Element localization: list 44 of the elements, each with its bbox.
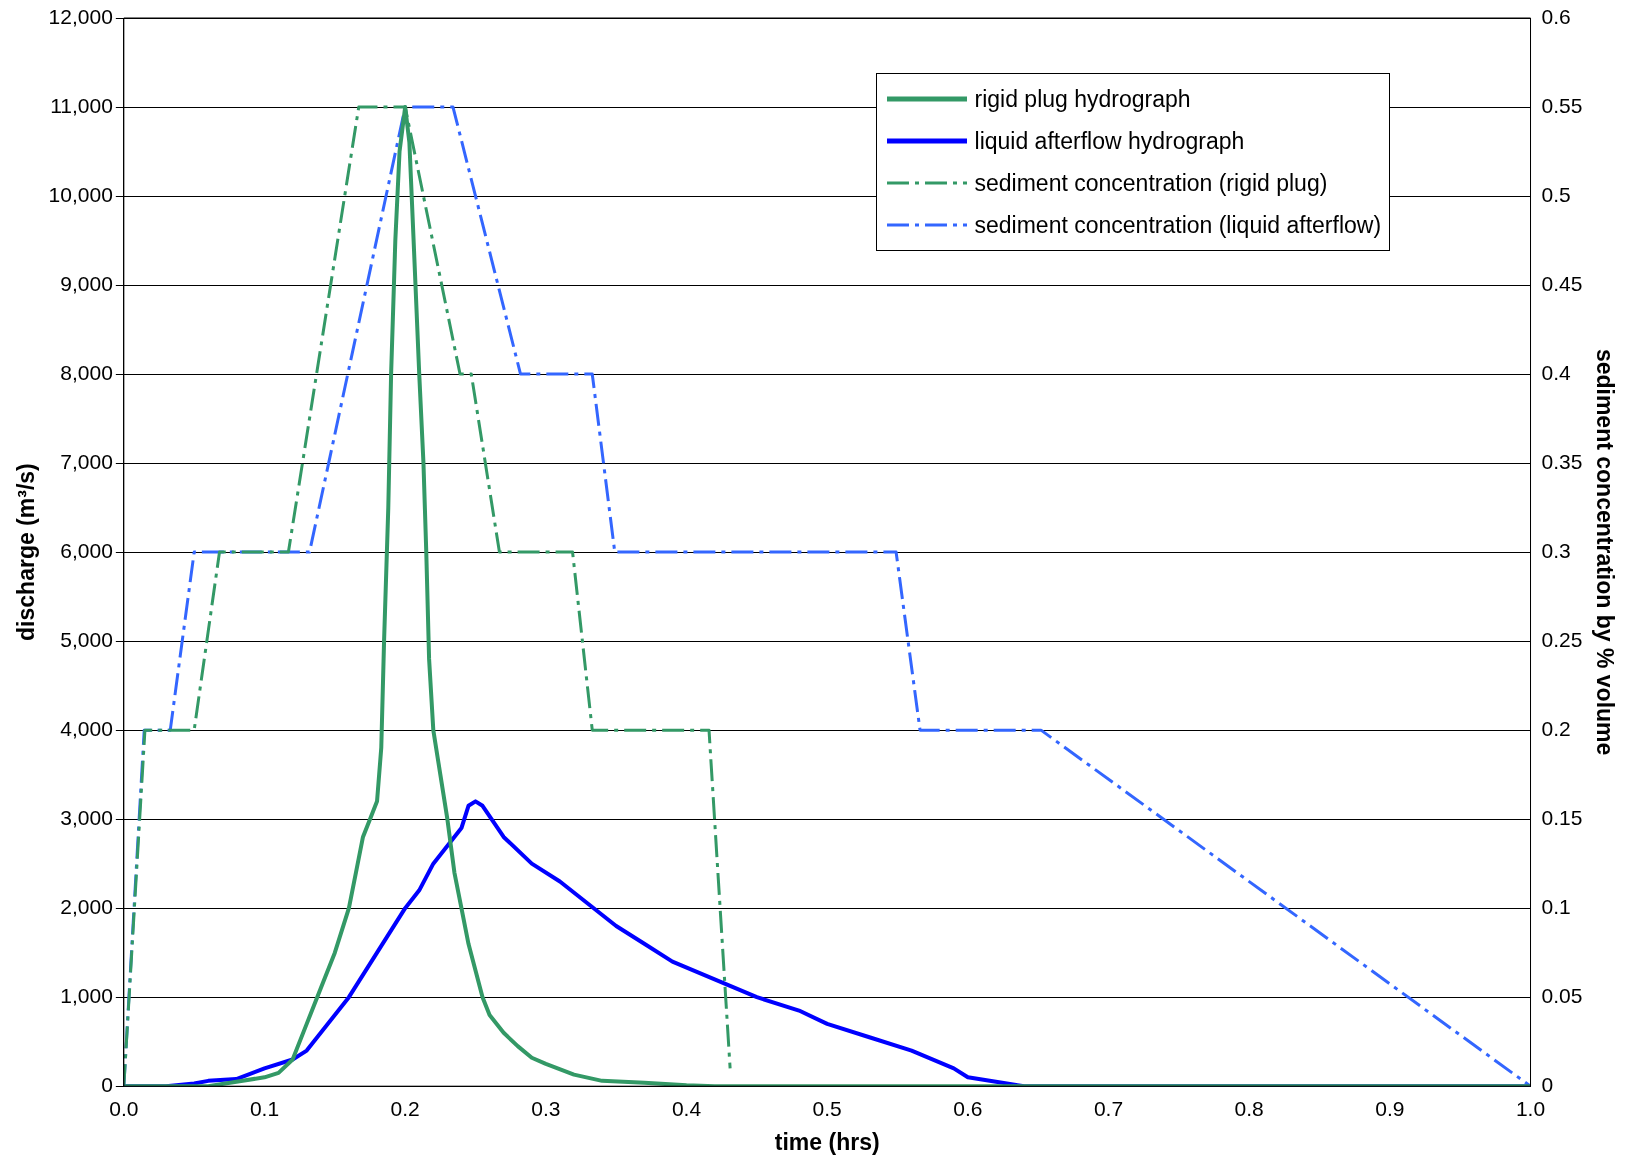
- x-tick-label: 0.2: [390, 1096, 420, 1120]
- legend-label: rigid plug hydrograph: [974, 85, 1191, 113]
- y-tick-label: 3,000: [60, 805, 113, 829]
- y-axis-title: discharge (m³/s): [13, 463, 40, 641]
- legend-label: sediment concentration (rigid plug): [974, 169, 1328, 197]
- y2-tick-label: 0: [1541, 1073, 1554, 1096]
- y2-tick-label: 0.35: [1541, 449, 1583, 473]
- y-tick-label: 12,000: [48, 4, 113, 28]
- x-tick-label: 0.9: [1375, 1096, 1405, 1120]
- legend-label: liquid afterflow hydrograph: [974, 127, 1245, 155]
- y2-tick-label: 0.25: [1541, 627, 1583, 651]
- y2-tick-label: 0.4: [1541, 360, 1572, 384]
- x-axis-title: time (hrs): [774, 1128, 880, 1155]
- y2-tick-label: 0.6: [1541, 4, 1571, 28]
- y2-tick-label: 0.15: [1541, 805, 1583, 829]
- x-tick-label: 0.1: [249, 1096, 280, 1120]
- x-tick-label: 0.7: [1093, 1096, 1124, 1120]
- x-tick-label: 0.6: [953, 1096, 983, 1120]
- y2-tick-label: 0.55: [1541, 93, 1583, 117]
- y2-tick-label: 0.3: [1541, 538, 1571, 562]
- x-tick-label: 0.8: [1234, 1096, 1264, 1120]
- y-tick-label: 6,000: [60, 538, 113, 562]
- y2-tick-label: 0.45: [1541, 271, 1583, 295]
- y-tick-label: 11,000: [50, 93, 113, 117]
- y2-tick-label: 0.2: [1541, 716, 1571, 740]
- y2-tick-label: 0.05: [1541, 983, 1583, 1007]
- y-tick-label: 0: [101, 1073, 113, 1096]
- y-tick-label: 9,000: [60, 271, 113, 295]
- y2-tick-label: 0.5: [1541, 182, 1571, 206]
- y-tick-label: 2,000: [60, 894, 113, 918]
- y-tick-label: 8,000: [60, 360, 113, 384]
- x-tick-label: 0.4: [671, 1096, 702, 1120]
- x-tick-label: 0.0: [109, 1096, 139, 1120]
- y2-axis-title: sediment concentration by % volume: [1591, 348, 1618, 756]
- y-tick-label: 7,000: [60, 449, 113, 473]
- x-tick-label: 0.5: [812, 1096, 842, 1120]
- y-tick-label: 1,000: [60, 983, 113, 1007]
- legend-label: sediment concentration (liquid afterflow): [974, 211, 1382, 239]
- y-tick-label: 5,000: [60, 627, 113, 651]
- y-tick-label: 10,000: [48, 182, 113, 206]
- y-tick-label: 4,000: [60, 716, 113, 740]
- x-tick-label: 0.3: [531, 1096, 561, 1120]
- x-tick-label: 1.0: [1515, 1096, 1546, 1120]
- y2-tick-label: 0.1: [1541, 894, 1571, 918]
